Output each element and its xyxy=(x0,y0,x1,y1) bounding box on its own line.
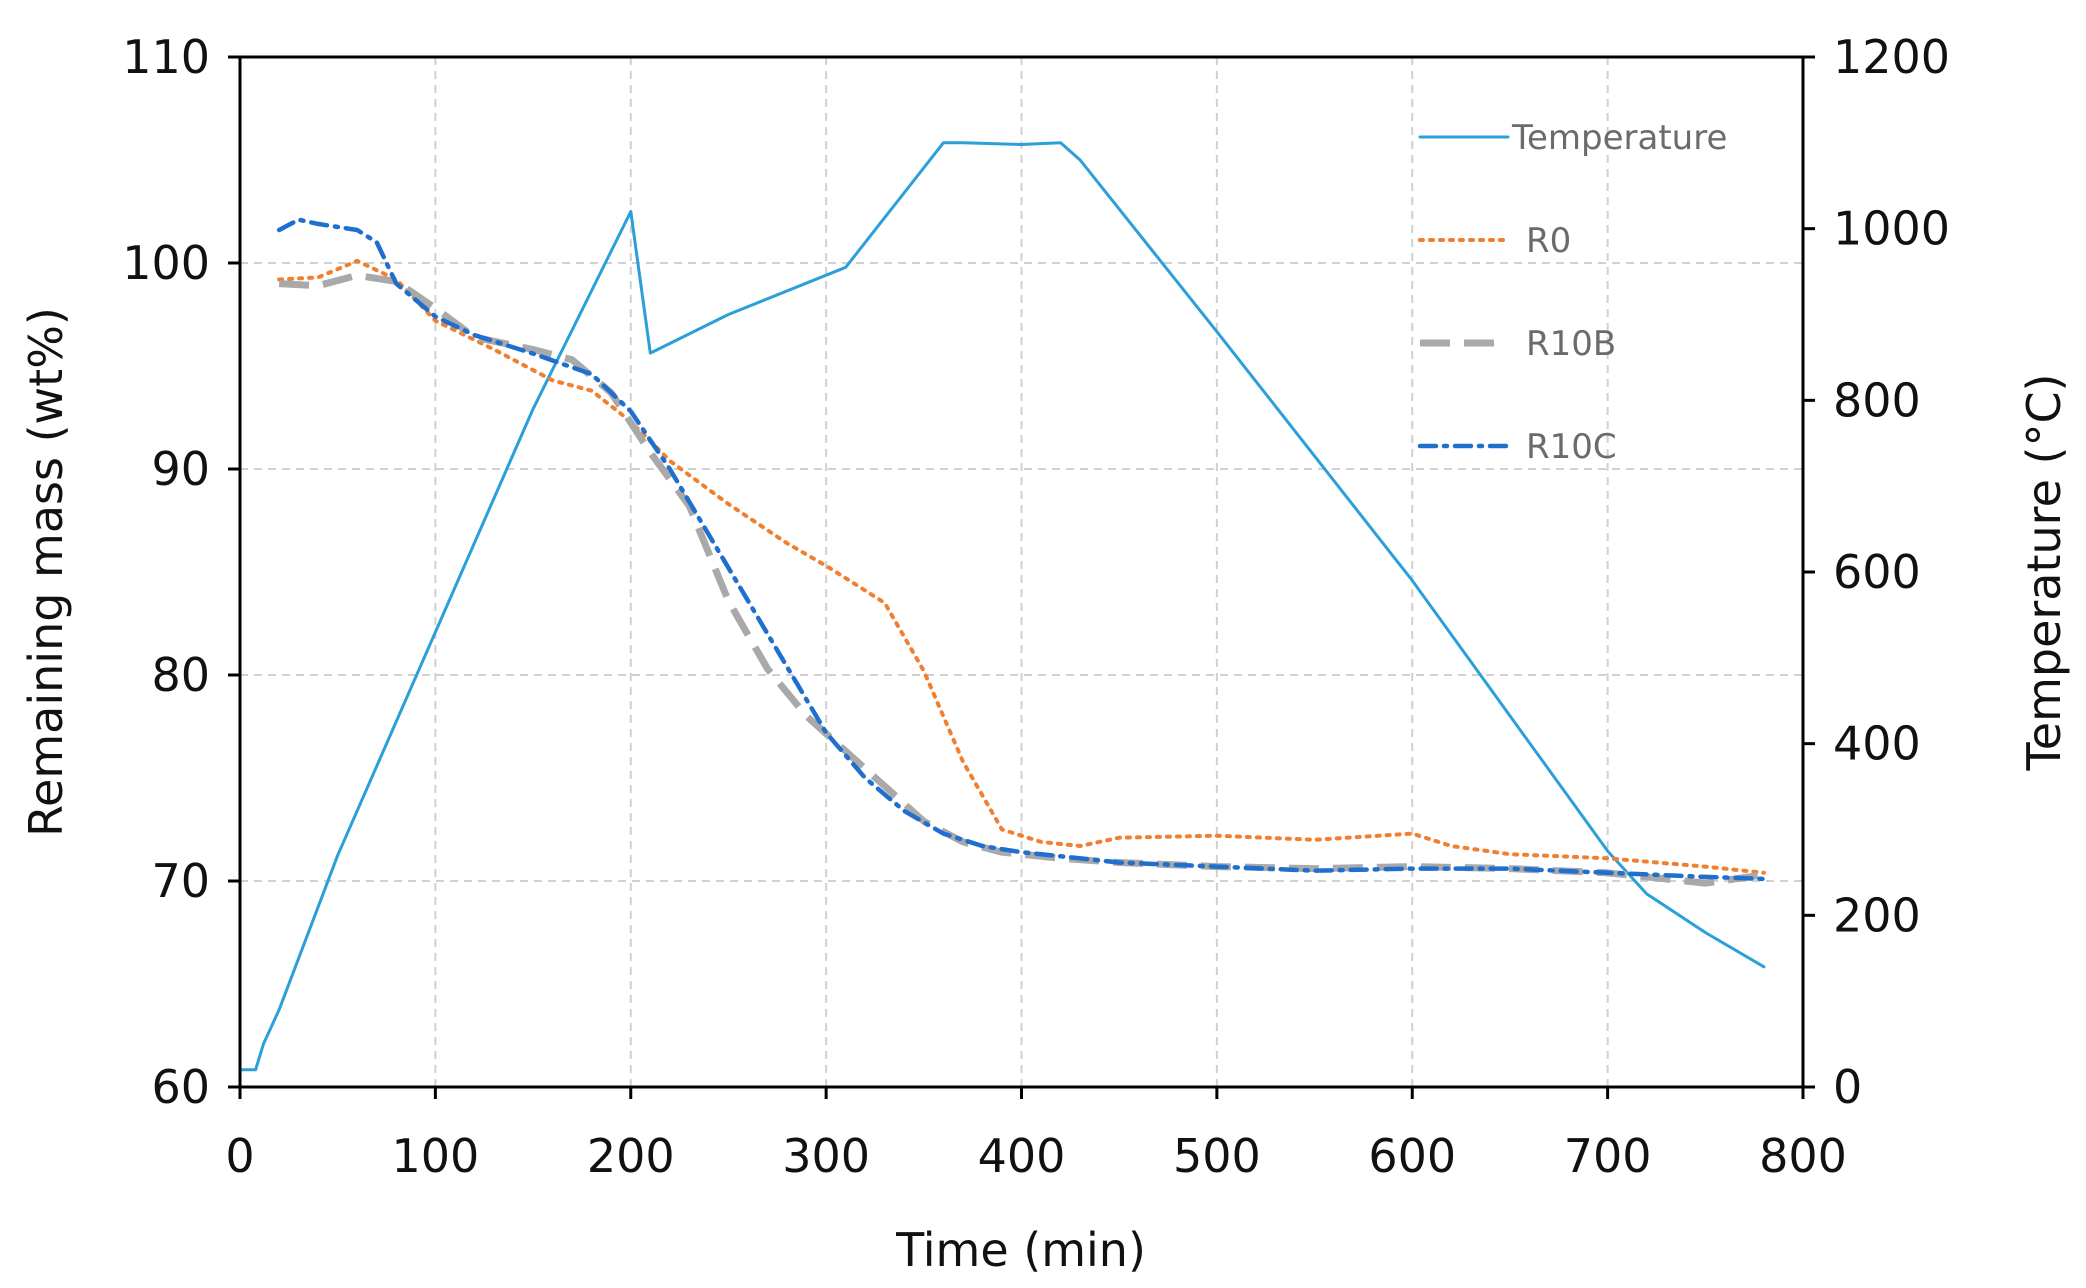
legend-label-r10c: R10C xyxy=(1526,427,1617,467)
y-tick-label: 110 xyxy=(122,30,210,84)
x-tick-label: 300 xyxy=(782,1129,870,1183)
x-tick-label: 100 xyxy=(391,1129,479,1183)
x-axis-title: Time (min) xyxy=(895,1223,1146,1277)
y2-tick-label: 1000 xyxy=(1833,202,1950,256)
y2-tick-label: 400 xyxy=(1833,717,1921,771)
legend: Temperature R0 R10B R10C xyxy=(1417,118,1727,467)
y2-tick-label: 600 xyxy=(1833,545,1921,599)
x-tick-label: 700 xyxy=(1564,1129,1652,1183)
series-line-r0 xyxy=(277,258,1766,875)
legend-label-temperature: Temperature xyxy=(1511,118,1727,158)
y-axis-title: Remaining mass (wt%) xyxy=(19,307,73,837)
x-tick-label: 400 xyxy=(978,1129,1066,1183)
series-line-temperature xyxy=(238,141,1766,1072)
x-tick-label: 500 xyxy=(1173,1129,1261,1183)
y2-axis-title: Temperature (°C) xyxy=(2017,373,2071,771)
y-tick-label: 80 xyxy=(151,648,210,702)
legend-label-r10b: R10B xyxy=(1526,324,1616,364)
series-line-r10b xyxy=(278,271,1765,887)
y2-tick-label: 800 xyxy=(1833,373,1921,427)
legend-label-r0: R0 xyxy=(1526,221,1571,261)
series-line-r10c xyxy=(276,217,1767,882)
series-layer xyxy=(238,141,1767,1072)
y-tick-label: 70 xyxy=(151,854,210,908)
x-tick-label: 600 xyxy=(1368,1129,1456,1183)
grid-layer xyxy=(240,57,1803,1087)
y2-tick-label: 200 xyxy=(1833,888,1921,942)
y-tick-label: 90 xyxy=(151,442,210,496)
y2-tick-label: 0 xyxy=(1833,1060,1862,1114)
x-tick-label: 800 xyxy=(1759,1129,1847,1183)
y-tick-label: 100 xyxy=(122,236,210,290)
x-tick-label: 200 xyxy=(587,1129,675,1183)
y-tick-label: 60 xyxy=(151,1060,210,1114)
x-tick-label: 0 xyxy=(225,1129,254,1183)
tick-layer: 0 100 200 300 400 500 600 700 800 60 70 80 90 100 110 0… xyxy=(122,30,1950,1183)
y2-tick-label: 1200 xyxy=(1833,30,1950,84)
